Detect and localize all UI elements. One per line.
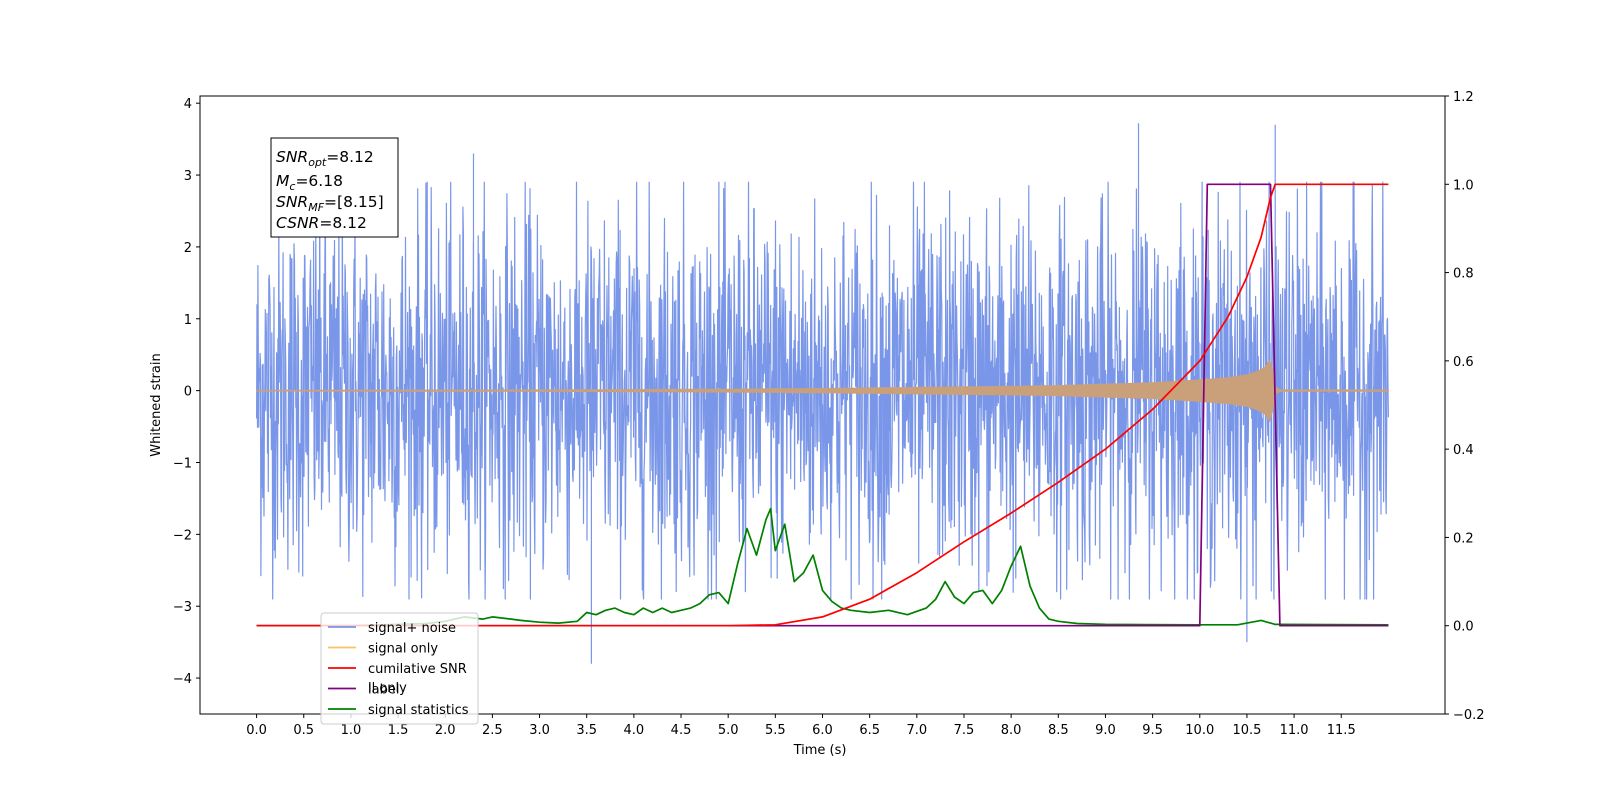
series-signal-plus-noise [256,123,1389,664]
x-tick-label: 2.0 [435,723,456,738]
y-axis-label: Whitened strain [149,353,164,456]
x-tick-label: 6.5 [859,723,880,738]
left-y-tick-label: 3 [184,169,192,184]
right-y-tick-label: 0.2 [1453,531,1474,546]
annotation-snr-mf: SNRMF=[8.15] [276,193,384,214]
x-tick-label: 5.5 [765,723,786,738]
right-y-tick-label: 0.6 [1453,355,1474,370]
x-tick-label: 8.0 [1001,723,1022,738]
series-cumilative-snr [256,183,1389,627]
x-axis: 0.0 0.5 1.0 1.5 2.0 2.5 3.0 3.5 4.0 4.5 5.0 5.5 6.0 6… [246,714,1356,738]
x-tick-label: 11.0 [1280,723,1309,738]
right-y-tick-label: 0.4 [1453,443,1474,458]
snr-mf-sub: MF [308,201,324,214]
legend: ll only signal+ noise signal only cumilati… [320,612,479,725]
legend-frame [320,612,479,725]
x-tick-label: 2.5 [482,723,503,738]
annotation-frame [270,137,399,238]
snr-opt-value: =8.12 [326,148,374,166]
left-y-tick-label: −1 [173,456,192,471]
x-tick-label: 0.0 [246,723,267,738]
snr-mf-value: =[8.15] [324,193,384,211]
x-tick-label: 8.5 [1048,723,1069,738]
snr-mf-name: SNR [276,193,308,211]
left-y-tick-label: 0 [184,385,192,400]
annotation-snr-opt: SNRopt=8.12 [276,148,374,169]
mc-value: =6.18 [295,172,343,190]
mc-name: M [276,172,289,190]
legend-obscured-text: ll only [368,681,407,696]
x-tick-label: 5.0 [718,723,739,738]
x-tick-label: 11.5 [1327,723,1356,738]
csnr-value: =8.12 [319,214,367,232]
left-y-tick-label: −4 [173,672,192,687]
x-tick-label: 6.0 [812,723,833,738]
series-label [256,183,1389,627]
legend-label: signal statistics [368,703,469,718]
x-tick-label: 9.5 [1142,723,1163,738]
x-axis-label: Time (s) [793,743,847,758]
mc-sub: c [289,180,295,193]
legend-label: cumilative SNR [368,662,467,677]
left-y-tick-label: 2 [184,241,192,256]
left-y-tick-label: 4 [184,97,192,112]
annotation-box: SNRopt=8.12 Mc=6.18 SNRMF=[8.15] CSNR=8.… [270,137,399,238]
x-tick-label: 7.0 [906,723,927,738]
csnr-name: CSNR [276,214,319,232]
x-tick-label: 9.0 [1095,723,1116,738]
plot-area [256,123,1389,664]
right-y-tick-label: −0.2 [1453,708,1485,723]
right-y-tick-label: 1.0 [1453,178,1474,193]
x-tick-label: 4.5 [671,723,692,738]
series-signal-statistics [256,507,1389,627]
legend-label: signal+ noise [368,621,456,636]
x-tick-label: 1.0 [341,723,362,738]
x-tick-label: 10.5 [1232,723,1261,738]
x-tick-label: 3.0 [529,723,550,738]
right-y-tick-label: 0.8 [1453,267,1474,282]
x-tick-label: 3.5 [576,723,597,738]
legend-label: label [368,683,399,698]
right-y-axis: 1.2 1.0 0.8 0.6 0.4 0.2 0.0 −0.2 [1445,90,1485,723]
x-tick-label: 0.5 [293,723,314,738]
right-y-tick-label: 0.0 [1453,620,1474,635]
x-tick-label: 4.0 [624,723,645,738]
left-y-tick-label: 1 [184,313,192,328]
right-y-tick-label: 1.2 [1453,90,1474,105]
annotation-mc: Mc=6.18 [276,172,343,193]
x-tick-label: 7.5 [954,723,975,738]
left-y-axis: 4 3 2 1 0 −1 −2 −3 −4 [173,97,200,687]
series-signal-only [256,358,1389,423]
left-y-tick-label: −3 [173,600,192,615]
left-y-tick-label: −2 [173,528,192,543]
snr-opt-sub: opt [308,156,327,169]
x-tick-label: 1.5 [388,723,409,738]
annotation-csnr: CSNR=8.12 [276,214,367,232]
legend-label: signal only [368,642,438,657]
snr-opt-name: SNR [276,148,308,166]
x-tick-label: 10.0 [1185,723,1214,738]
